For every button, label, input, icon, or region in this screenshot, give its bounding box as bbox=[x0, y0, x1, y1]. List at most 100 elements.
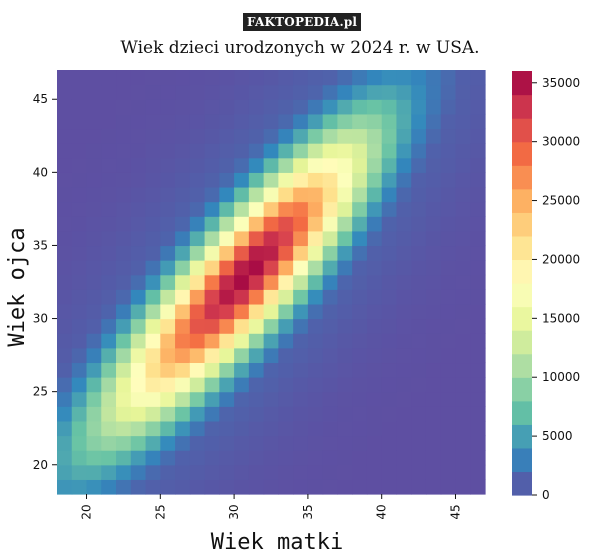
heatmap-cell bbox=[293, 260, 309, 276]
heatmap-cell bbox=[130, 70, 147, 86]
heatmap-cell bbox=[322, 420, 339, 437]
heatmap-cell bbox=[57, 157, 73, 173]
x-tick-label: 20 bbox=[80, 504, 94, 519]
heatmap-cell bbox=[455, 143, 471, 159]
heatmap-cell bbox=[145, 464, 161, 480]
heatmap-cell bbox=[248, 128, 265, 144]
heatmap-cell bbox=[189, 157, 206, 173]
colorbar bbox=[512, 71, 532, 496]
heatmap-cell bbox=[293, 84, 309, 100]
heatmap-cell bbox=[322, 143, 339, 159]
heatmap-cell bbox=[352, 260, 368, 276]
heatmap-cell bbox=[322, 70, 339, 86]
heatmap-cell bbox=[219, 84, 235, 100]
heatmap-cell bbox=[396, 391, 412, 407]
heatmap-cell bbox=[263, 201, 279, 217]
heatmap-cell bbox=[425, 435, 442, 451]
heatmap-cell bbox=[425, 157, 442, 173]
heatmap-cell bbox=[366, 318, 383, 334]
heatmap-cell bbox=[248, 157, 265, 173]
heatmap-cell bbox=[337, 333, 353, 349]
heatmap-cell bbox=[160, 303, 176, 320]
heatmap-cell bbox=[411, 128, 427, 144]
heatmap-cell bbox=[175, 377, 191, 393]
heatmap-cell bbox=[204, 435, 220, 451]
heatmap-cell bbox=[145, 230, 161, 247]
heatmap-cell bbox=[470, 99, 486, 115]
heatmap-cell bbox=[145, 435, 161, 451]
heatmap-cell bbox=[396, 303, 412, 320]
heatmap-cell bbox=[71, 172, 88, 188]
heatmap-cell bbox=[352, 362, 368, 378]
heatmap-cell bbox=[263, 289, 279, 305]
heatmap-cell bbox=[455, 377, 471, 393]
heatmap-cell bbox=[57, 479, 73, 495]
heatmap-cell bbox=[145, 186, 161, 203]
heatmap-cell bbox=[248, 113, 265, 130]
heatmap-cell bbox=[293, 274, 309, 290]
heatmap-cell bbox=[57, 347, 73, 364]
heatmap-cell bbox=[145, 303, 161, 320]
heatmap-cell bbox=[57, 99, 73, 115]
heatmap-cell bbox=[160, 450, 176, 466]
heatmap-cell bbox=[263, 260, 279, 276]
heatmap-cell bbox=[219, 303, 235, 320]
heatmap-cell bbox=[293, 186, 309, 203]
heatmap-cell bbox=[396, 70, 412, 86]
heatmap-cell bbox=[455, 70, 471, 86]
heatmap-cell bbox=[396, 435, 412, 451]
heatmap-cell bbox=[145, 99, 161, 115]
heatmap-cell bbox=[322, 201, 339, 217]
heatmap-cell bbox=[411, 435, 427, 451]
heatmap-cell bbox=[175, 347, 191, 364]
heatmap-cell bbox=[130, 289, 147, 305]
heatmap-cell bbox=[455, 216, 471, 232]
heatmap-cell bbox=[440, 289, 457, 305]
heatmap-cell bbox=[71, 362, 88, 378]
heatmap-cell bbox=[219, 260, 235, 276]
heatmap-cell bbox=[101, 216, 117, 232]
heatmap-cell bbox=[470, 347, 486, 364]
heatmap-cell bbox=[248, 201, 265, 217]
heatmap-cell bbox=[411, 84, 427, 100]
heatmap-cell bbox=[381, 70, 398, 86]
heatmap-cell bbox=[440, 377, 457, 393]
heatmap-cell bbox=[86, 113, 102, 130]
heatmap-cell bbox=[425, 260, 442, 276]
heatmap-cell bbox=[204, 201, 220, 217]
heatmap-cell bbox=[86, 362, 102, 378]
heatmap-cell bbox=[278, 420, 294, 437]
heatmap-cell bbox=[381, 216, 398, 232]
heatmap-cell bbox=[366, 289, 383, 305]
heatmap-cell bbox=[337, 128, 353, 144]
heatmap-cell bbox=[337, 377, 353, 393]
heatmap-cell bbox=[71, 406, 88, 422]
heatmap-cell bbox=[322, 391, 339, 407]
heatmap-cell bbox=[101, 479, 117, 495]
heatmap-cell bbox=[470, 113, 486, 130]
heatmap-cell bbox=[322, 289, 339, 305]
heatmap-cell bbox=[352, 128, 368, 144]
heatmap-cell bbox=[57, 70, 73, 86]
heatmap-cell bbox=[470, 406, 486, 422]
heatmap-cell bbox=[263, 186, 279, 203]
heatmap-cell bbox=[278, 186, 294, 203]
heatmap-cell bbox=[204, 303, 220, 320]
heatmap-cell bbox=[470, 230, 486, 247]
heatmap-cell bbox=[175, 157, 191, 173]
heatmap-cell bbox=[366, 274, 383, 290]
heatmap-cell bbox=[189, 172, 206, 188]
heatmap-cell bbox=[293, 318, 309, 334]
heatmap-cell bbox=[381, 84, 398, 100]
heatmap-cell bbox=[352, 333, 368, 349]
heatmap-cell bbox=[278, 289, 294, 305]
heatmap-cell bbox=[219, 479, 235, 495]
heatmap-cell bbox=[86, 172, 102, 188]
heatmap-cell bbox=[234, 172, 250, 188]
heatmap-cell bbox=[425, 450, 442, 466]
heatmap-cell bbox=[248, 318, 265, 334]
heatmap-cell bbox=[116, 260, 132, 276]
heatmap-cell bbox=[189, 391, 206, 407]
heatmap-cell bbox=[160, 479, 176, 495]
heatmap-cell bbox=[263, 70, 279, 86]
